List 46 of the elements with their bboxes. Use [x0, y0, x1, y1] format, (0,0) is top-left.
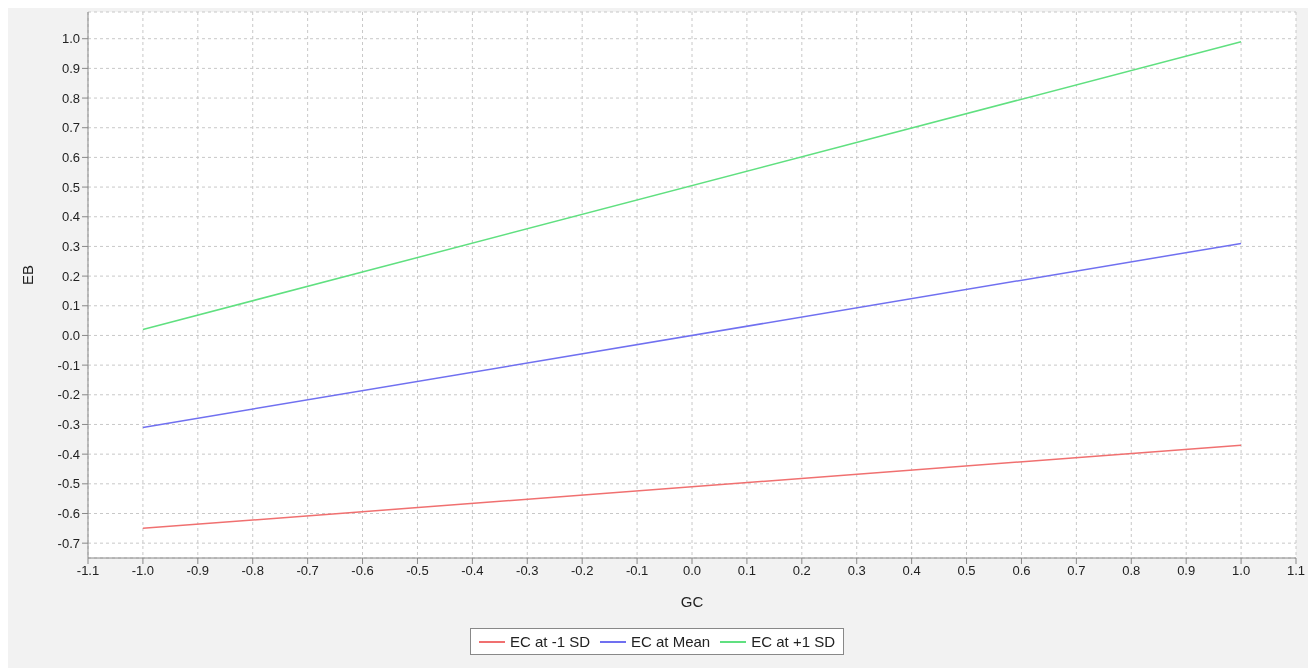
y-tick-label: 0.8 [61, 90, 80, 106]
x-tick-label: -0.9 [186, 563, 210, 579]
y-tick-label: -0.4 [57, 446, 80, 462]
y-tick-label: -0.3 [57, 417, 80, 433]
legend-label: EC at -1 SD [508, 633, 590, 650]
y-tick-label: 0.4 [61, 209, 80, 225]
x-tick-label: -0.2 [570, 563, 594, 579]
x-tick-label: -1.1 [76, 563, 100, 579]
x-tick-label: 0.7 [1067, 563, 1086, 579]
y-tick-label: 0.1 [61, 298, 80, 314]
y-axis-title: EB [19, 264, 37, 285]
x-tick-label: 1.0 [1232, 563, 1251, 579]
x-tick-label: 0.5 [957, 563, 976, 579]
x-tick-label: 0.3 [847, 563, 866, 579]
x-tick-label: -1.0 [131, 563, 155, 579]
x-tick-label: -0.8 [241, 563, 264, 579]
x-tick-label: 0.0 [682, 563, 702, 579]
x-tick-label: 0.4 [902, 563, 921, 579]
x-tick-label: -0.1 [625, 563, 649, 579]
y-tick-label: 0.3 [61, 239, 80, 255]
x-tick-label: 0.2 [792, 563, 811, 579]
y-tick-label: 0.0 [61, 328, 80, 344]
y-tick-label: -0.2 [57, 387, 80, 403]
y-tick-label: -0.5 [57, 476, 80, 492]
x-axis-title: GC [680, 592, 704, 610]
y-tick-label: 0.9 [61, 61, 80, 76]
y-tick-label: -0.6 [57, 506, 80, 522]
y-tick-label: 0.5 [61, 179, 80, 195]
legend-label: EC at Mean [630, 633, 711, 650]
y-tick-label: 0.2 [61, 268, 80, 284]
y-tick-label: -0.7 [57, 535, 80, 551]
x-tick-label: -0.3 [516, 563, 539, 579]
y-tick-label: 0.7 [61, 120, 80, 136]
y-tick-label: -0.1 [57, 357, 80, 373]
x-tick-label: -0.7 [296, 563, 319, 579]
x-tick-label: 0.8 [1122, 563, 1141, 579]
x-tick-label: -0.5 [406, 563, 429, 579]
y-tick-label: 0.6 [61, 150, 80, 166]
x-tick-label: -0.4 [461, 563, 484, 579]
x-tick-label: -0.6 [351, 563, 374, 579]
legend-label: EC at +1 SD [750, 633, 836, 650]
x-tick-label: 0.1 [737, 563, 756, 579]
y-tick-label: 1.0 [61, 31, 80, 47]
x-tick-label: 1.1 [1286, 563, 1306, 579]
x-tick-label: 0.9 [1177, 563, 1196, 579]
x-tick-label: 0.6 [1012, 563, 1031, 579]
